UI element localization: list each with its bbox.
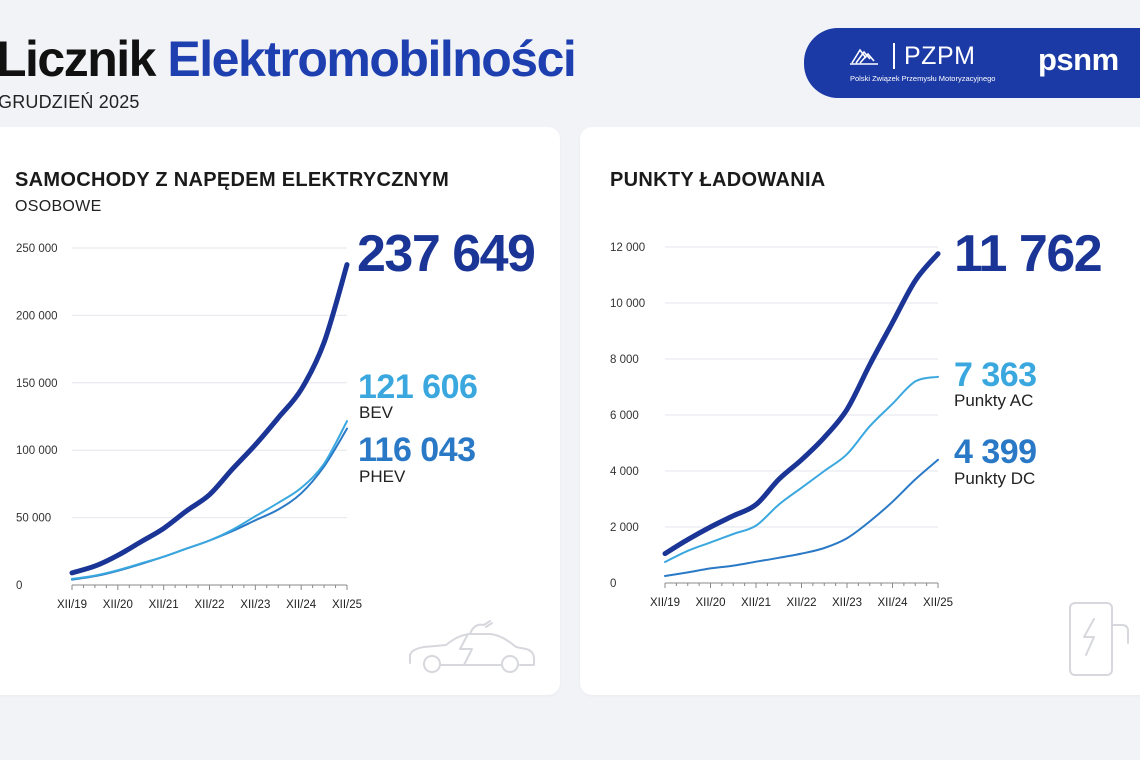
- y-tick-label: 150 000: [16, 378, 58, 390]
- y-tick-label: 0: [16, 580, 22, 592]
- y-tick-label: 250 000: [16, 243, 58, 255]
- y-tick-label: 8 000: [610, 354, 639, 366]
- x-tick-label: XII/22: [786, 597, 816, 609]
- electric-car-icon: [409, 620, 535, 673]
- pzpm-name: PZPM: [904, 42, 975, 70]
- brand-strip: PZPM Polski Związek Przemysłu Motoryzacy…: [804, 28, 1140, 98]
- charging-chart: 0 2 000 4 000 6 000 8 000 10 000 12 000 XII/19 X…: [610, 242, 953, 609]
- series-line-bev: [71, 420, 348, 580]
- y-tick-label: 0: [610, 578, 616, 590]
- cars-total-value: 237 649: [357, 225, 536, 283]
- cars-subtitle: OSOBOWE: [15, 198, 102, 215]
- series-line-ac: [664, 375, 939, 563]
- x-tick-label: XII/20: [695, 597, 725, 609]
- x-tick-label: XII/25: [332, 599, 362, 611]
- pzpm-full-name: Polski Związek Przemysłu Motoryzacyjnego: [850, 74, 995, 83]
- x-tick-label: XII/21: [741, 597, 771, 609]
- y-tick-label: 6 000: [610, 410, 639, 422]
- cars-chart: 0 50 000 100 000 150 000 200 000 250 000 XII/1…: [16, 243, 362, 611]
- y-tick-label: 10 000: [610, 298, 645, 310]
- x-tick-label: XII/23: [832, 597, 862, 609]
- charging-total-value: 11 762: [954, 225, 1103, 283]
- charging-title: PUNKTY ŁADOWANIA: [610, 169, 826, 191]
- phev-value: 116 043: [358, 431, 476, 469]
- x-tick-label: XII/21: [149, 599, 179, 611]
- pzpm-divider: [893, 43, 895, 69]
- cars-title: SAMOCHODY Z NAPĘDEM ELEKTRYCZNYM: [15, 169, 450, 191]
- phev-label: PHEV: [359, 467, 406, 486]
- x-tick-label: XII/25: [923, 597, 953, 609]
- x-tick-label: XII/22: [194, 599, 224, 611]
- ac-value: 7 363: [954, 356, 1037, 394]
- pzpm-logo: PZPM Polski Związek Przemysłu Motoryzacy…: [850, 42, 995, 83]
- dc-value: 4 399: [954, 433, 1037, 471]
- dc-label: Punkty DC: [954, 469, 1036, 488]
- x-tick-label: XII/24: [286, 599, 317, 611]
- ac-label: Punkty AC: [954, 391, 1034, 410]
- bev-value: 121 606: [358, 368, 478, 406]
- bev-label: BEV: [359, 403, 394, 422]
- y-tick-label: 4 000: [610, 466, 639, 478]
- charging-card: PUNKTY ŁADOWANIA 0 2 000 4 000 6 000 8 000 10…: [580, 127, 1140, 695]
- y-tick-label: 2 000: [610, 522, 639, 534]
- y-tick-label: 12 000: [610, 242, 645, 254]
- y-tick-label: 100 000: [16, 445, 58, 457]
- x-tick-label: XII/23: [240, 599, 270, 611]
- title-part-1: Licznik: [0, 31, 156, 87]
- series-line-total: [69, 262, 350, 576]
- pzpm-emblem-icon: [850, 48, 878, 65]
- series-line-dc: [664, 458, 939, 577]
- series-line-total: [662, 251, 941, 557]
- x-tick-label: XII/19: [57, 599, 87, 611]
- cars-card: SAMOCHODY Z NAPĘDEM ELEKTRYCZNYM OSOBOWE…: [0, 127, 560, 695]
- x-tick-label: XII/24: [877, 597, 908, 609]
- title-part-2: Elektromobilności: [167, 31, 576, 87]
- psnm-logo: psnm: [1038, 42, 1119, 77]
- x-tick-label: XII/20: [103, 599, 133, 611]
- page-subtitle: GRUDZIEŃ 2025: [0, 92, 140, 112]
- y-tick-label: 50 000: [16, 513, 51, 525]
- page-title: Licznik Elektromobilności: [0, 30, 577, 88]
- x-tick-label: XII/19: [650, 597, 680, 609]
- y-tick-label: 200 000: [16, 310, 58, 322]
- charging-station-icon: [1069, 602, 1129, 676]
